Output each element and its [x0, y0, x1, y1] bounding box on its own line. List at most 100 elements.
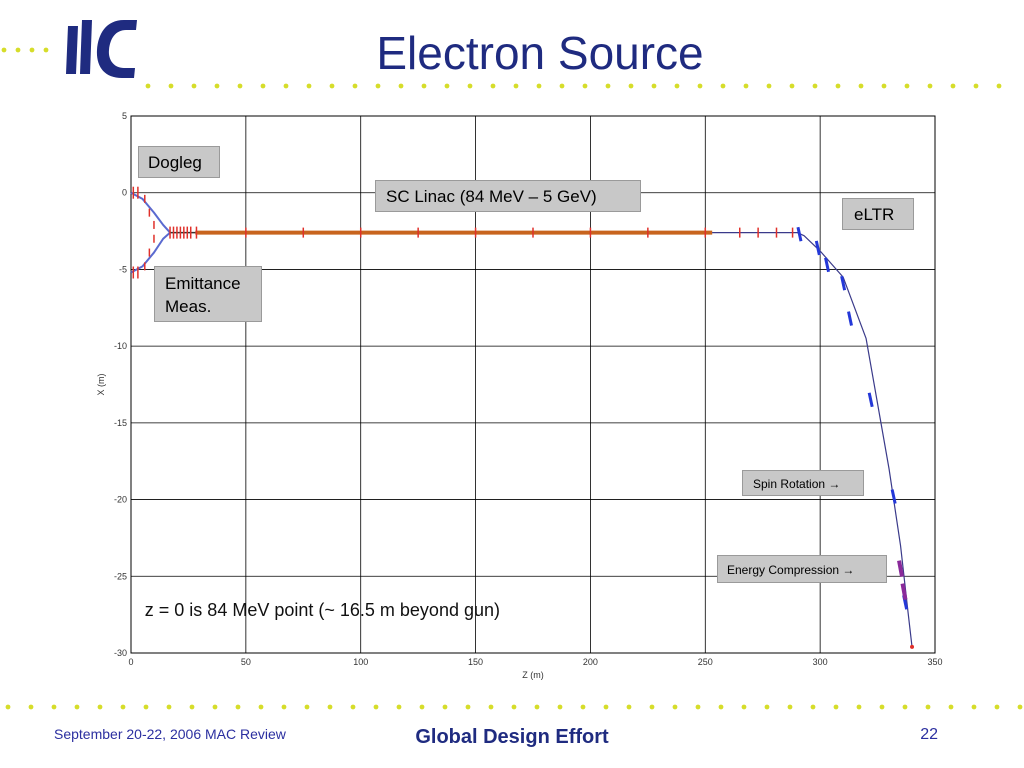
decor-dot	[810, 704, 816, 710]
decor-dot	[720, 83, 726, 89]
y-tick-label: -5	[119, 264, 127, 274]
decor-dot	[718, 704, 724, 710]
decor-dot	[1017, 704, 1023, 710]
decor-dot	[398, 83, 404, 89]
eltr-magnet	[867, 392, 874, 408]
slide-title: Electron Source	[376, 27, 704, 79]
decor-dot	[766, 83, 772, 89]
decor-dot	[488, 704, 494, 710]
decor-dot	[787, 704, 793, 710]
decor-dot	[605, 83, 611, 89]
decor-dot	[950, 83, 956, 89]
x-tick-label: 50	[241, 657, 251, 667]
decor-dot	[97, 704, 103, 710]
decor-dot	[214, 83, 220, 89]
plot-frame	[130, 115, 936, 654]
decor-dot	[442, 704, 448, 710]
decor-dot	[29, 47, 35, 53]
eltr-magnet	[847, 311, 853, 326]
label-emittance-meas: Emittance Meas.	[154, 266, 262, 322]
page-number: 22	[920, 726, 938, 743]
y-axis-label: X (m)	[96, 374, 106, 396]
decor-dot	[465, 704, 471, 710]
decor-dot	[396, 704, 402, 710]
energy-compression-magnet	[900, 583, 908, 600]
decor-dot	[120, 704, 126, 710]
decor-dot	[5, 704, 11, 710]
decor-dot	[925, 704, 931, 710]
label-sc-linac: SC Linac (84 MeV – 5 GeV)	[375, 180, 641, 212]
decor-dot	[74, 704, 80, 710]
x-tick-label: 100	[353, 657, 368, 667]
decor-dot	[421, 83, 427, 89]
decor-dot	[626, 704, 632, 710]
decor-dot	[973, 83, 979, 89]
footer-date: September 20-22, 2006 MAC Review	[54, 726, 286, 742]
decor-dot	[143, 704, 149, 710]
decor-dot	[674, 83, 680, 89]
eltr-magnet	[840, 275, 847, 291]
footer-organization: Global Design Effort	[415, 726, 609, 748]
decor-dot	[375, 83, 381, 89]
decor-dot	[557, 704, 563, 710]
decor-dot	[168, 83, 174, 89]
decor-dot	[467, 83, 473, 89]
decor-dot	[490, 83, 496, 89]
decor-dot	[628, 83, 634, 89]
decor-dot	[306, 83, 312, 89]
decor-dot	[329, 83, 335, 89]
y-tick-label: 0	[122, 188, 127, 198]
decor-dot	[741, 704, 747, 710]
x-tick-label: 250	[698, 657, 713, 667]
x-tick-label: 350	[927, 657, 942, 667]
decor-dot	[697, 83, 703, 89]
y-tick-label: -25	[114, 571, 127, 581]
decor-dot	[51, 704, 57, 710]
eltr-magnet	[796, 226, 803, 242]
decor-dot	[350, 704, 356, 710]
decor-dot	[237, 83, 243, 89]
decor-dot	[513, 83, 519, 89]
decor-dot	[695, 704, 701, 710]
decor-dot	[189, 704, 195, 710]
decor-dot	[743, 83, 749, 89]
decor-dot	[444, 83, 450, 89]
beamline-endpoint	[910, 644, 915, 649]
header-dotted-line	[145, 83, 1002, 89]
energy-compression-magnet	[897, 560, 905, 577]
decor-dot	[902, 704, 908, 710]
label-eltr: eLTR	[842, 198, 914, 230]
label-dogleg: Dogleg	[138, 146, 220, 178]
decor-dot	[835, 83, 841, 89]
beamline-plot: 0 50 100 150 200 250 300 35050-5-10-15-20-25-30…	[96, 111, 943, 680]
eltr-line	[712, 232, 913, 647]
decor-dot	[789, 83, 795, 89]
x-tick-label: 200	[583, 657, 598, 667]
decor-dot	[283, 83, 289, 89]
dogleg-upper-branch	[130, 191, 171, 234]
x-tick-label: 0	[128, 657, 133, 667]
decor-dot	[971, 704, 977, 710]
decor-dot	[582, 83, 588, 89]
decor-dot	[1, 47, 7, 53]
eltr-magnet	[824, 257, 831, 273]
decor-dot	[352, 83, 358, 89]
decor-dot	[536, 83, 542, 89]
eltr-magnet	[890, 489, 897, 504]
decor-dot	[191, 83, 197, 89]
decor-dot	[258, 704, 264, 710]
decor-dot	[927, 83, 933, 89]
decor-dot	[996, 83, 1002, 89]
decor-dot	[764, 704, 770, 710]
decor-dot	[534, 704, 540, 710]
decor-dot	[948, 704, 954, 710]
decor-dot	[904, 83, 910, 89]
decor-dot	[511, 704, 517, 710]
decor-dot	[281, 704, 287, 710]
decor-dot	[879, 704, 885, 710]
dogleg-lower-branch	[130, 231, 171, 274]
x-tick-label: 150	[468, 657, 483, 667]
decor-dot	[603, 704, 609, 710]
header-dotted-line-left	[1, 47, 49, 53]
